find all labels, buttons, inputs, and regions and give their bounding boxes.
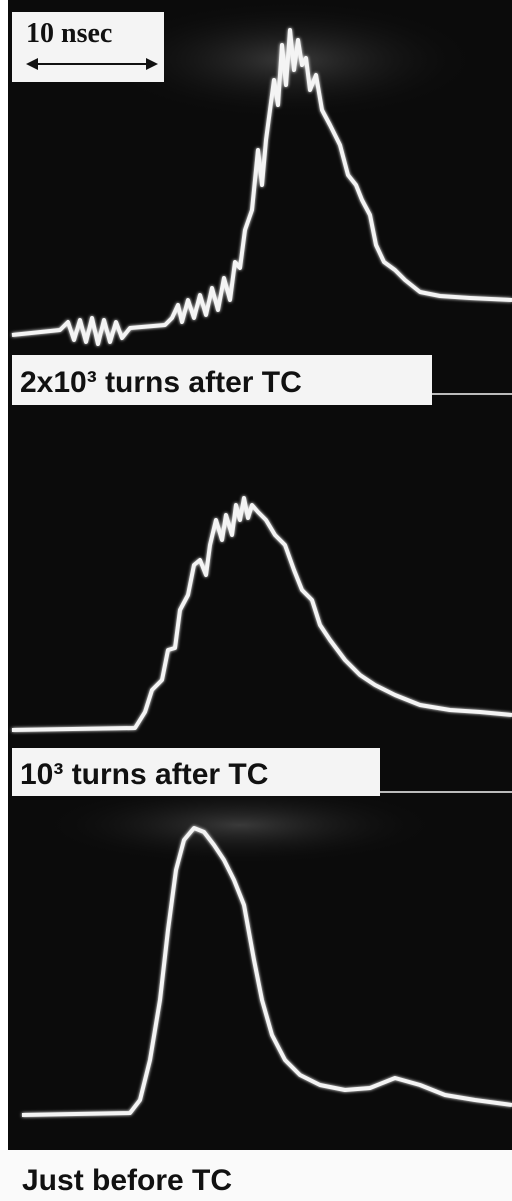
scale-arrow	[26, 58, 158, 70]
panel-label: Just before TC	[22, 1164, 232, 1197]
time-scale-label: 10 nsec	[26, 18, 112, 49]
screen	[8, 0, 512, 1150]
haze	[100, 0, 480, 120]
label-box	[12, 12, 164, 82]
haze	[40, 785, 440, 865]
trace	[11, 28, 512, 346]
trace	[11, 496, 512, 732]
panel-label: 10³ turns after TC	[20, 758, 268, 791]
label-box	[0, 1150, 512, 1201]
panel-label: 2x10³ turns after TC	[20, 366, 302, 399]
trace	[21, 826, 512, 1117]
label-box	[12, 355, 432, 405]
label-box	[12, 748, 380, 796]
